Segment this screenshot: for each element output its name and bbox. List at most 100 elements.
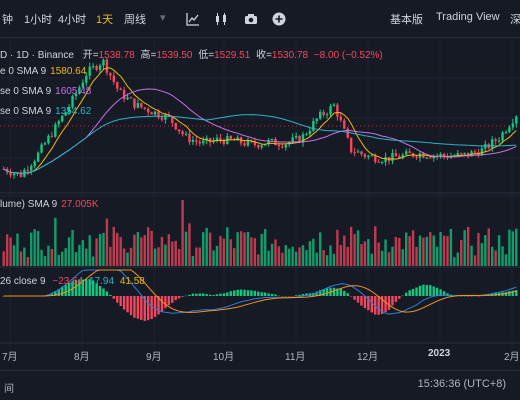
ma2-legend[interactable]: se 0 SMA 9 1605.48 bbox=[0, 86, 91, 97]
macd-histogram-bar bbox=[415, 287, 418, 296]
volume-legend[interactable]: lume) SMA 9 27.005K bbox=[0, 199, 99, 210]
interval-minutes[interactable]: 钟 bbox=[2, 14, 13, 26]
close-value: 1530.78 bbox=[271, 50, 309, 61]
ma1-value: 1580.64 bbox=[50, 66, 87, 77]
candle bbox=[260, 143, 263, 150]
macd-histogram-bar bbox=[363, 296, 367, 309]
interval-week[interactable]: 周线 bbox=[124, 14, 146, 26]
ma1-legend[interactable]: e 0 SMA 9 1580.64 bbox=[0, 66, 86, 77]
camera-icon[interactable] bbox=[244, 12, 258, 26]
candle bbox=[143, 107, 146, 111]
volume-bar bbox=[346, 246, 349, 266]
macd-label: 26 close 9 bbox=[0, 276, 46, 287]
candle bbox=[85, 72, 88, 87]
candle bbox=[116, 81, 119, 93]
macd-histogram-bar bbox=[212, 294, 215, 296]
volume-bar bbox=[198, 247, 202, 266]
macd-histogram-bar bbox=[229, 291, 232, 296]
macd-histogram-bar bbox=[246, 290, 250, 296]
candle bbox=[246, 137, 250, 148]
volume-bar bbox=[363, 241, 367, 266]
price-chart[interactable] bbox=[0, 38, 520, 370]
candle bbox=[215, 134, 219, 143]
candle bbox=[343, 118, 346, 130]
macd-histogram-bar bbox=[480, 295, 484, 297]
macd-value-2: 17.94 bbox=[89, 276, 115, 287]
macd-histogram-bar bbox=[511, 290, 515, 296]
candle bbox=[188, 129, 191, 145]
candle bbox=[408, 148, 411, 154]
candle bbox=[253, 137, 257, 148]
volume-bar bbox=[95, 238, 98, 266]
volume-bar bbox=[157, 247, 160, 266]
volume-bar bbox=[91, 256, 95, 266]
ma-line-1 bbox=[3, 67, 517, 174]
candle bbox=[257, 144, 260, 150]
candle bbox=[322, 109, 325, 118]
macd-histogram-bar bbox=[466, 296, 470, 297]
candle bbox=[105, 58, 109, 76]
candle bbox=[497, 136, 501, 144]
candle bbox=[50, 131, 54, 138]
macd-histogram-bar bbox=[222, 293, 226, 296]
interval-1d[interactable]: 1天 bbox=[96, 14, 114, 26]
macd-histogram-bar bbox=[332, 287, 336, 296]
volume-bar bbox=[126, 252, 129, 266]
candle bbox=[415, 155, 418, 160]
candle bbox=[356, 149, 360, 153]
macd-histogram-bar bbox=[422, 284, 425, 296]
volume-bar bbox=[480, 243, 484, 266]
volume-bar bbox=[78, 244, 81, 266]
macd-histogram-bar bbox=[281, 296, 284, 297]
macd-histogram-bar bbox=[95, 283, 98, 296]
macd-histogram-bar bbox=[177, 296, 181, 299]
ma3-legend[interactable]: se 0 SMA 9 1354.62 bbox=[0, 106, 91, 117]
volume-bar bbox=[208, 232, 212, 266]
candle bbox=[195, 135, 198, 146]
macd-histogram-bar bbox=[260, 292, 263, 296]
interval-4h[interactable]: 4小时 bbox=[58, 14, 87, 26]
candle bbox=[164, 112, 167, 124]
volume-bar bbox=[253, 238, 257, 266]
candle bbox=[363, 153, 367, 160]
macd-histogram-bar bbox=[164, 296, 167, 309]
volume-bar bbox=[425, 236, 429, 266]
candle bbox=[146, 107, 150, 116]
macd-histogram-bar bbox=[356, 296, 360, 303]
volume-bar bbox=[391, 246, 394, 266]
macd-legend[interactable]: 26 close 9 −23.64 17.94 41.58 bbox=[0, 276, 145, 287]
volume-bar bbox=[188, 223, 191, 266]
candlestick-icon[interactable] bbox=[214, 12, 228, 26]
open-value: 1538.78 bbox=[98, 50, 135, 61]
macd-histogram-bar bbox=[425, 284, 429, 296]
volume-bar bbox=[81, 240, 85, 266]
candle bbox=[95, 64, 98, 72]
volume-bar bbox=[146, 227, 150, 266]
macd-histogram-bar bbox=[284, 295, 288, 297]
macd-histogram-bar bbox=[367, 296, 370, 311]
date-range-button[interactable]: 间 bbox=[4, 384, 14, 395]
volume-bar bbox=[301, 245, 305, 266]
volume-bar bbox=[429, 232, 432, 266]
macd-histogram-bar bbox=[205, 293, 208, 296]
volume-bar bbox=[453, 257, 456, 266]
tradingview-tab[interactable]: Trading View bbox=[436, 11, 500, 23]
plus-circle-icon[interactable] bbox=[272, 12, 286, 26]
macd-histogram-bar bbox=[208, 294, 212, 296]
macd-histogram-bar bbox=[374, 296, 377, 315]
candles-layer bbox=[2, 58, 518, 179]
macd-line bbox=[3, 269, 517, 315]
volume-bar bbox=[377, 242, 380, 266]
interval-1h[interactable]: 1小时 bbox=[24, 14, 53, 26]
basic-view-tab[interactable]: 基本版 bbox=[390, 14, 423, 26]
volume-bar bbox=[174, 240, 177, 266]
volume-bar bbox=[329, 245, 332, 266]
interval-dropdown-icon[interactable]: ▾ bbox=[160, 12, 166, 24]
candle bbox=[367, 154, 370, 160]
volume-bar bbox=[164, 244, 167, 266]
candle bbox=[425, 156, 429, 160]
depth-tab[interactable]: 深 bbox=[510, 14, 520, 26]
clock-timezone[interactable]: 15:36:36 (UTC+8) bbox=[417, 378, 506, 390]
macd-histogram-bar bbox=[98, 286, 102, 296]
indicators-icon[interactable] bbox=[186, 12, 200, 26]
